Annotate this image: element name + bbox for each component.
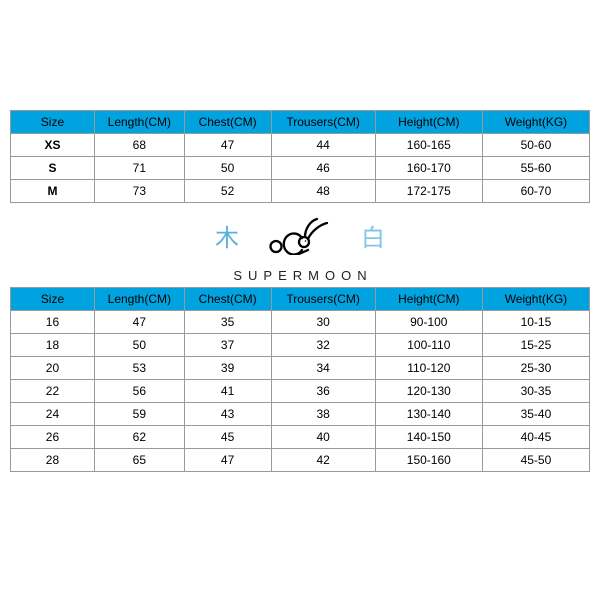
table-cell: 15-25 — [482, 334, 589, 357]
table-cell: 172-175 — [375, 180, 482, 203]
table-cell: 38 — [271, 403, 375, 426]
table-row: 22564136120-13030-35 — [11, 380, 590, 403]
table-row: XS684744160-16550-60 — [11, 134, 590, 157]
column-header: Chest(CM) — [184, 111, 271, 134]
table-cell: 110-120 — [375, 357, 482, 380]
table-cell: 68 — [94, 134, 184, 157]
table-cell: 18 — [11, 334, 95, 357]
table-row: 20533934110-12025-30 — [11, 357, 590, 380]
adult-size-table: SizeLength(CM)Chest(CM)Trousers(CM)Heigh… — [10, 110, 590, 203]
table-cell: 50 — [94, 334, 184, 357]
table-cell: 52 — [184, 180, 271, 203]
table-cell: 71 — [94, 157, 184, 180]
column-header: Chest(CM) — [184, 288, 271, 311]
table-cell: 36 — [271, 380, 375, 403]
table-cell: 55-60 — [482, 157, 589, 180]
table-cell: 160-170 — [375, 157, 482, 180]
table-cell: 25-30 — [482, 357, 589, 380]
column-header: Weight(KG) — [482, 111, 589, 134]
table-cell: 100-110 — [375, 334, 482, 357]
table-cell: 50 — [184, 157, 271, 180]
table-cell: 48 — [271, 180, 375, 203]
table-row: 18503732100-11015-25 — [11, 334, 590, 357]
table-row: 26624540140-15040-45 — [11, 426, 590, 449]
table-cell: 50-60 — [482, 134, 589, 157]
table-cell: 42 — [271, 449, 375, 472]
table-cell: 60-70 — [482, 180, 589, 203]
table-cell: 35 — [184, 311, 271, 334]
table-cell: 120-130 — [375, 380, 482, 403]
table-cell: 39 — [184, 357, 271, 380]
table-row: S715046160-17055-60 — [11, 157, 590, 180]
logo-row: 木 白 — [215, 217, 385, 260]
table-cell: 62 — [94, 426, 184, 449]
column-header: Size — [11, 288, 95, 311]
table-cell: XS — [11, 134, 95, 157]
right-glyph: 白 — [361, 227, 385, 251]
table-cell: 20 — [11, 357, 95, 380]
table-cell: 45-50 — [482, 449, 589, 472]
table-cell: 30 — [271, 311, 375, 334]
column-header: Trousers(CM) — [271, 288, 375, 311]
table-row: 28654742150-16045-50 — [11, 449, 590, 472]
table-cell: 130-140 — [375, 403, 482, 426]
table-cell: 43 — [184, 403, 271, 426]
table-cell: 28 — [11, 449, 95, 472]
table-cell: 40 — [271, 426, 375, 449]
table-cell: 44 — [271, 134, 375, 157]
table-cell: 56 — [94, 380, 184, 403]
table-cell: 35-40 — [482, 403, 589, 426]
table-row: M735248172-17560-70 — [11, 180, 590, 203]
logo-block: 木 白 SUPE — [10, 217, 590, 283]
table-cell: 40-45 — [482, 426, 589, 449]
brand-name: SUPERMOON — [233, 268, 372, 283]
table-cell: M — [11, 180, 95, 203]
column-header: Length(CM) — [94, 288, 184, 311]
rabbit-icon — [265, 217, 335, 260]
table-cell: 90-100 — [375, 311, 482, 334]
table-cell: 47 — [184, 449, 271, 472]
column-header: Weight(KG) — [482, 288, 589, 311]
table-cell: S — [11, 157, 95, 180]
table-cell: 26 — [11, 426, 95, 449]
table-cell: 140-150 — [375, 426, 482, 449]
table-cell: 65 — [94, 449, 184, 472]
table-cell: 16 — [11, 311, 95, 334]
table-cell: 34 — [271, 357, 375, 380]
table-cell: 46 — [271, 157, 375, 180]
table-cell: 24 — [11, 403, 95, 426]
left-glyph: 木 — [215, 227, 239, 251]
column-header: Length(CM) — [94, 111, 184, 134]
column-header: Trousers(CM) — [271, 111, 375, 134]
table-cell: 10-15 — [482, 311, 589, 334]
table-cell: 53 — [94, 357, 184, 380]
column-header: Size — [11, 111, 95, 134]
table-cell: 32 — [271, 334, 375, 357]
table-row: 1647353090-10010-15 — [11, 311, 590, 334]
column-header: Height(CM) — [375, 111, 482, 134]
table-cell: 73 — [94, 180, 184, 203]
table-cell: 47 — [184, 134, 271, 157]
table-cell: 41 — [184, 380, 271, 403]
kids-size-table: SizeLength(CM)Chest(CM)Trousers(CM)Heigh… — [10, 287, 590, 472]
table-cell: 45 — [184, 426, 271, 449]
column-header: Height(CM) — [375, 288, 482, 311]
table-cell: 37 — [184, 334, 271, 357]
table-cell: 150-160 — [375, 449, 482, 472]
table-row: 24594338130-14035-40 — [11, 403, 590, 426]
table-cell: 47 — [94, 311, 184, 334]
table-cell: 160-165 — [375, 134, 482, 157]
table-cell: 30-35 — [482, 380, 589, 403]
table-cell: 22 — [11, 380, 95, 403]
table-cell: 59 — [94, 403, 184, 426]
